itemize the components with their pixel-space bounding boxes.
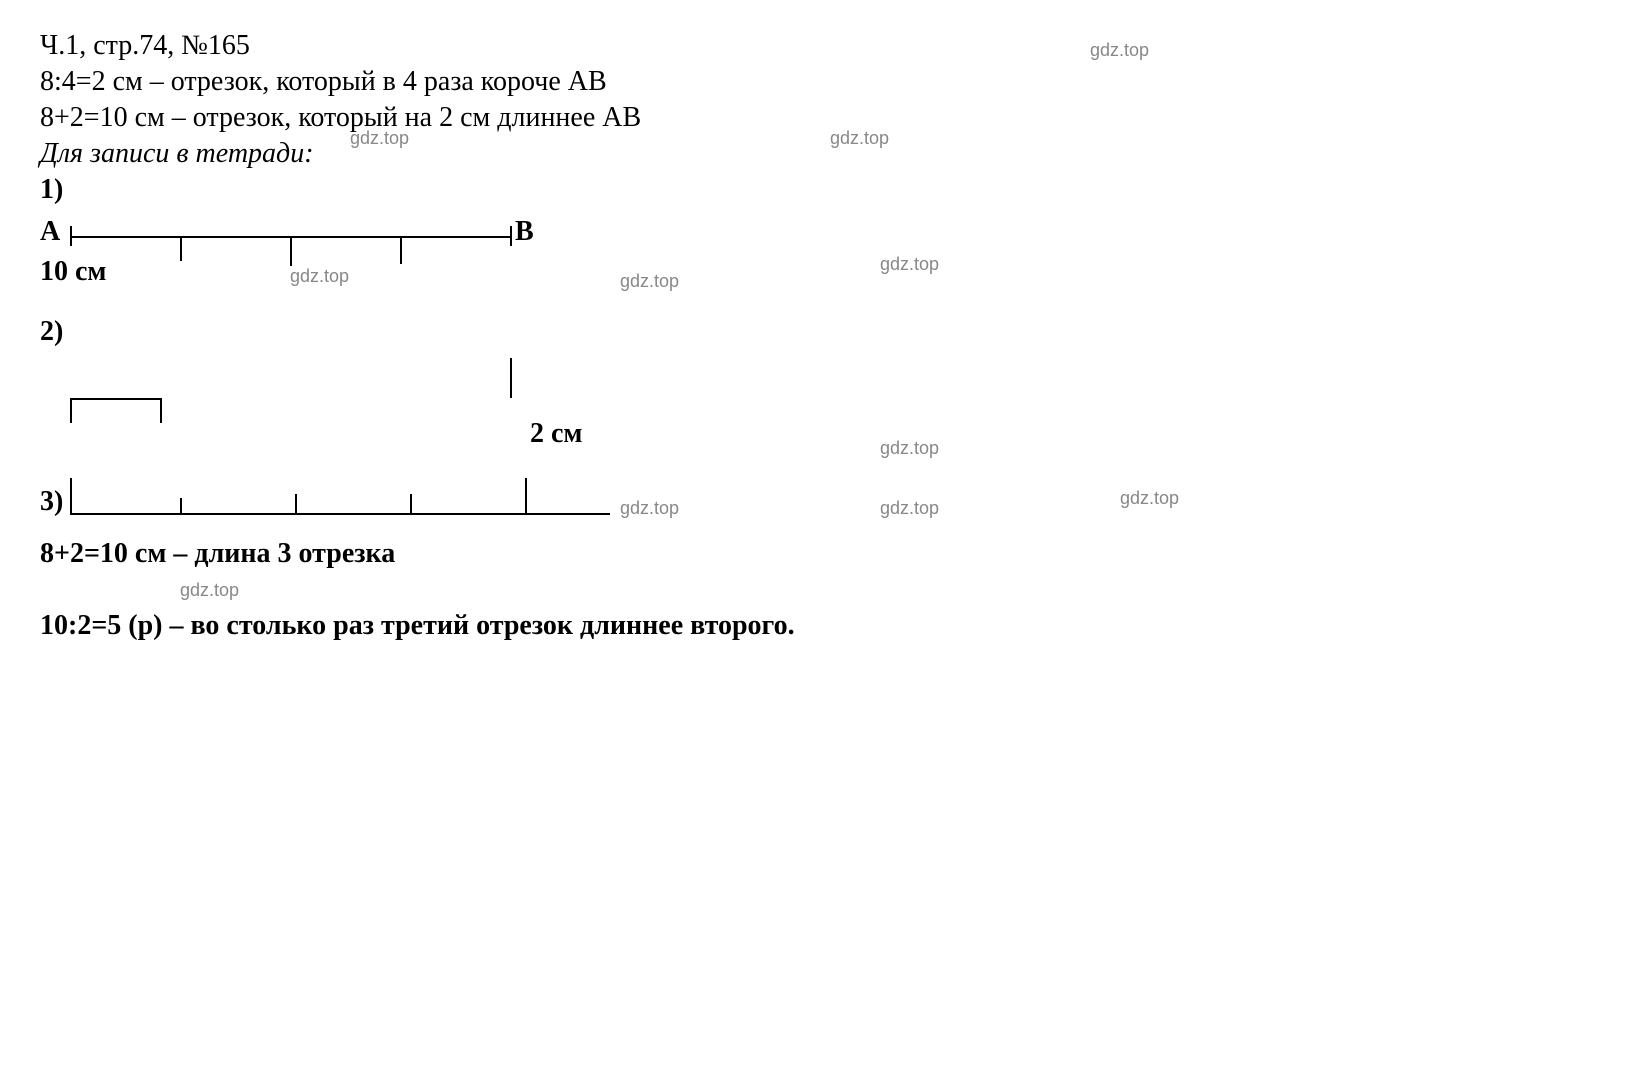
calculation-ratio: 10:2=5 (р) – во столько раз третий отрез… (40, 610, 1609, 642)
tick (180, 498, 182, 514)
segment-3-diagram: 3) gdz.top gdz.top gdz.top (40, 478, 1609, 528)
tick (510, 226, 512, 246)
calculation-line-2: 8+2=10 см – отрезок, который на 2 см дли… (40, 102, 1609, 134)
point-b-label: В (515, 216, 534, 248)
tick (290, 236, 292, 266)
segment-3-line (70, 513, 610, 515)
segment-ab-diagram: А В 10 см gdz.top gdz.top gdz.top (40, 216, 1609, 306)
watermark: gdz.top (1120, 488, 1179, 509)
calculation-segment-3: 8+2=10 см – длина 3 отрезка (40, 538, 1609, 570)
tick (525, 478, 527, 514)
segment-2-length: 2 см (530, 418, 583, 450)
segment-ab-length: 10 см (40, 256, 107, 288)
notebook-label: Для записи в тетради: (40, 138, 1609, 170)
watermark: gdz.top (620, 498, 679, 519)
segment-2-line (70, 398, 160, 400)
segment-2-diagram: 2 см gdz.top (40, 358, 1609, 468)
tick (510, 358, 512, 398)
page-reference: Ч.1, стр.74, №165 (40, 30, 1609, 62)
tick (70, 478, 72, 513)
watermark: gdz.top (830, 128, 889, 149)
watermark: gdz.top (1090, 40, 1149, 61)
item-3-label: 3) (40, 486, 63, 518)
tick (70, 226, 72, 246)
tick (400, 236, 402, 264)
watermark: gdz.top (350, 128, 409, 149)
tick (180, 236, 182, 261)
watermark: gdz.top (180, 580, 239, 601)
point-a-label: А (40, 216, 60, 248)
watermark: gdz.top (880, 438, 939, 459)
watermark: gdz.top (290, 266, 349, 287)
calculation-line-1: 8:4=2 см – отрезок, который в 4 раза кор… (40, 66, 1609, 98)
watermark: gdz.top (620, 271, 679, 292)
tick (295, 494, 297, 514)
tick (70, 398, 72, 423)
item-1-label: 1) (40, 174, 1609, 206)
tick (410, 494, 412, 514)
item-2-label: 2) (40, 316, 1609, 348)
watermark: gdz.top (880, 254, 939, 275)
tick (160, 398, 162, 423)
watermark: gdz.top (880, 498, 939, 519)
